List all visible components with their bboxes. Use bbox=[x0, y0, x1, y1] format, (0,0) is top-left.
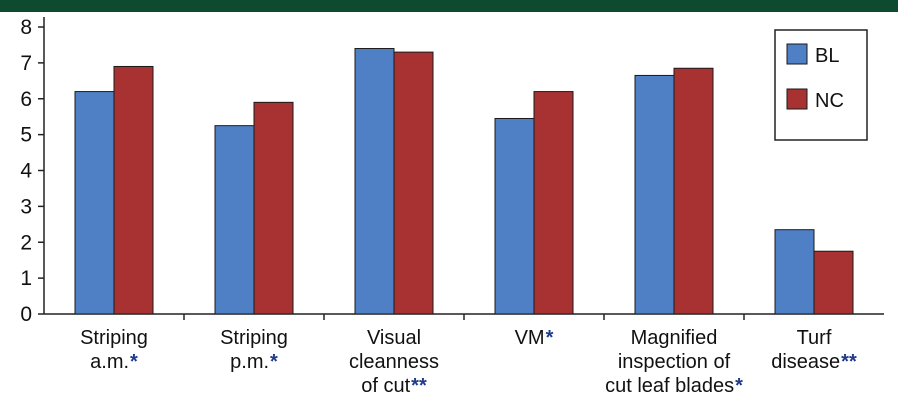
bar-nc bbox=[393, 51, 434, 315]
legend-swatch-nc bbox=[786, 88, 808, 110]
x-category-label: disease** bbox=[771, 351, 857, 373]
top-banner-bar bbox=[0, 0, 898, 12]
y-tick-label: 4 bbox=[20, 160, 32, 183]
x-category-label: Striping bbox=[220, 327, 288, 349]
bar-nc bbox=[253, 101, 294, 315]
legend-label-nc: NC bbox=[815, 90, 844, 112]
bar-nc bbox=[673, 67, 714, 315]
bar-bl bbox=[214, 125, 255, 315]
x-category-label: inspection of bbox=[618, 351, 731, 373]
legend-label-bl: BL bbox=[815, 45, 839, 67]
x-category-label: of cut** bbox=[361, 375, 427, 397]
bar-nc bbox=[533, 91, 574, 315]
y-tick-label: 5 bbox=[20, 124, 32, 147]
bar-nc bbox=[813, 250, 854, 315]
y-tick-label: 8 bbox=[20, 16, 32, 39]
legend-swatch-bl bbox=[786, 43, 808, 65]
x-category-label: Turf bbox=[797, 327, 832, 349]
bar-nc bbox=[113, 65, 154, 315]
bar-bl bbox=[634, 74, 675, 315]
x-category-label: cut leaf blades* bbox=[605, 375, 743, 397]
y-tick-label: 3 bbox=[20, 195, 32, 218]
y-tick-label: 7 bbox=[20, 52, 32, 75]
x-category-label: VM* bbox=[515, 327, 554, 349]
x-category-label: p.m.* bbox=[230, 351, 278, 373]
bar-bl bbox=[494, 117, 535, 315]
x-category-label: a.m.* bbox=[90, 351, 138, 373]
x-category-label: cleanness bbox=[349, 351, 439, 373]
bar-bl bbox=[774, 229, 815, 315]
x-category-label: Magnified bbox=[631, 327, 718, 349]
y-tick-label: 6 bbox=[20, 88, 32, 111]
x-category-label: Striping bbox=[80, 327, 148, 349]
y-tick-label: 2 bbox=[20, 231, 32, 254]
bar-bl bbox=[354, 48, 395, 315]
y-tick-label: 0 bbox=[20, 303, 32, 326]
y-tick-label: 1 bbox=[20, 267, 32, 290]
x-category-label: Visual bbox=[367, 327, 421, 349]
bar-bl bbox=[74, 91, 115, 315]
